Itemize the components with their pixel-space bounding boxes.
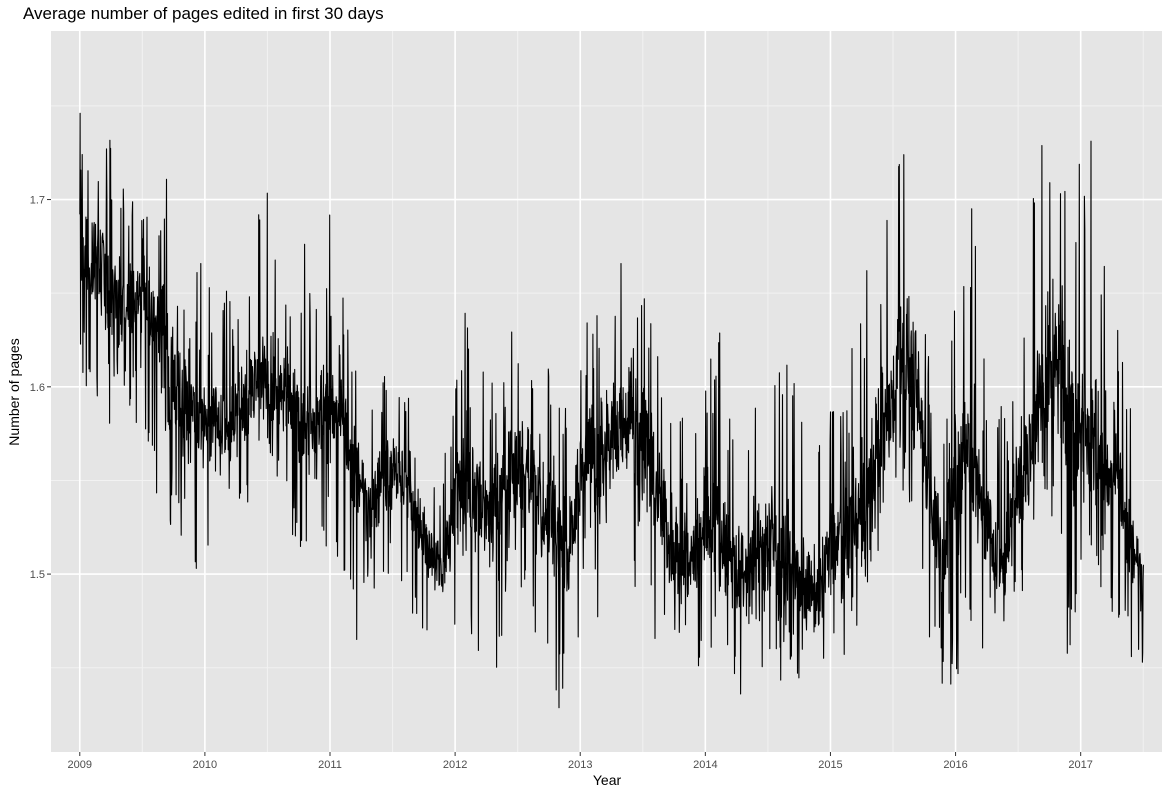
x-tick-label: 2014 <box>693 759 717 771</box>
x-tick-label: 2010 <box>193 759 217 771</box>
series-line <box>79 112 1144 709</box>
x-axis: 2009 2010 2011 2012 2013 2014 2015 2016 2017 <box>68 752 1093 771</box>
x-tick-label: 2012 <box>443 759 467 771</box>
data-layer <box>79 112 1144 709</box>
x-tick-label: 2013 <box>568 759 592 771</box>
y-tick-label: 1.6 <box>30 382 45 394</box>
y-axis: 1.5 1.6 1.7 <box>30 195 51 581</box>
x-tick-label: 2009 <box>68 759 92 771</box>
y-tick-label: 1.5 <box>30 569 45 581</box>
y-tick-label: 1.7 <box>30 195 45 207</box>
major-grid <box>51 31 1162 752</box>
x-tick-label: 2016 <box>943 759 967 771</box>
x-axis-label: Year <box>592 772 622 788</box>
x-tick-label: 2015 <box>818 759 842 771</box>
x-tick-label: 2011 <box>318 759 342 771</box>
chart-title: Average number of pages edited in first … <box>23 4 384 23</box>
x-tick-label: 2017 <box>1068 759 1092 771</box>
